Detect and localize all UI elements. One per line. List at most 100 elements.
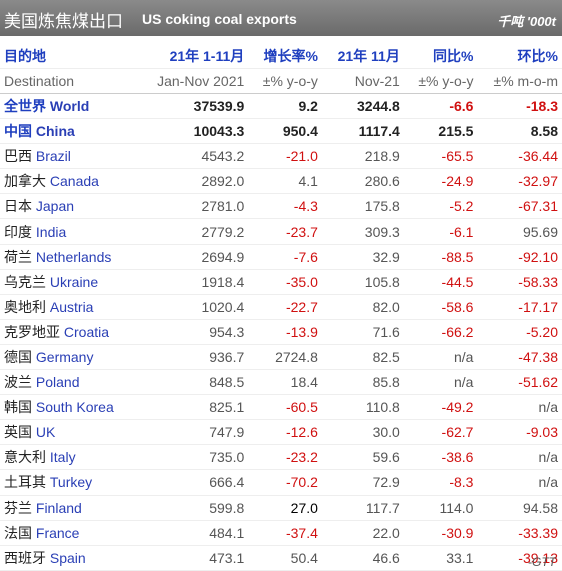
cell: -9.03 xyxy=(477,419,562,446)
cell: 2892.0 xyxy=(137,168,249,195)
column-subheader: ±% y-o-y xyxy=(403,68,478,94)
cell: -13.9 xyxy=(248,319,322,345)
cell: 50.4 xyxy=(248,545,322,571)
cell: 72.9 xyxy=(321,469,404,496)
destination-cn: 芬兰 xyxy=(4,499,32,516)
cell: 280.6 xyxy=(321,168,404,195)
cell: n/a xyxy=(403,369,478,396)
column-header: 环比% xyxy=(477,44,562,69)
cell: 105.8 xyxy=(321,269,404,295)
cell: 175.8 xyxy=(321,193,404,220)
column-subheader: Nov-21 xyxy=(321,68,404,94)
subheader-row: Destination Jan-Nov 2021 ±% y-o-y Nov-21 ±% … xyxy=(0,68,562,94)
cell: -92.10 xyxy=(477,244,562,270)
destination-cn: 波兰 xyxy=(4,374,32,391)
data-row: 克罗地亚 Croatia 954.3 -13.9 71.6 -66.2 -5.20 xyxy=(0,319,562,345)
cell: -17.17 xyxy=(477,294,562,320)
destination-en: Croatia xyxy=(63,323,110,340)
cell: 218.9 xyxy=(321,143,404,170)
cell: 30.0 xyxy=(321,419,404,446)
data-row: 波兰 Poland 848.5 18.4 85.8 n/a -51.62 xyxy=(0,369,562,396)
cell: 59.6 xyxy=(321,444,404,471)
destination-cn: 中国 xyxy=(4,123,32,140)
cell: 3244.8 xyxy=(321,93,404,120)
cell: 666.4 xyxy=(137,469,249,496)
column-header: 21年 11月 xyxy=(321,44,404,69)
cell: -30.9 xyxy=(403,520,478,546)
column-subheader: ±% m-o-m xyxy=(477,68,562,94)
data-row: 巴西 Brazil 4543.2 -21.0 218.9 -65.5 -36.44 xyxy=(0,143,562,170)
destination: 日本 Japan xyxy=(0,193,138,220)
cell: -88.5 xyxy=(403,244,478,270)
cell: -18.3 xyxy=(477,93,562,120)
cell: 825.1 xyxy=(137,394,249,421)
destination-en: Finland xyxy=(35,499,82,516)
title-cn: 美国炼焦煤出口 xyxy=(4,12,123,32)
cell: -23.2 xyxy=(248,444,322,471)
destination: 韩国 South Korea xyxy=(0,394,138,421)
destination: 芬兰 Finland xyxy=(0,495,138,521)
destination-cn: 加拿大 xyxy=(4,173,46,190)
cell: 10043.3 xyxy=(137,118,249,145)
column-header: 目的地 xyxy=(0,44,138,69)
cell: -65.5 xyxy=(403,143,478,170)
destination: 西班牙 Spain xyxy=(0,545,138,571)
cell: 747.9 xyxy=(137,419,249,446)
cell: n/a xyxy=(403,344,478,371)
cell: -70.2 xyxy=(248,469,322,496)
cell: 1020.4 xyxy=(137,294,249,320)
cell: 954.3 xyxy=(137,319,249,345)
cell: 18.4 xyxy=(248,369,322,396)
cell: -58.6 xyxy=(403,294,478,320)
destination: 克罗地亚 Croatia xyxy=(0,319,138,345)
destination-cn: 乌克兰 xyxy=(4,273,46,290)
destination-en: Canada xyxy=(49,173,99,190)
destination-en: Italy xyxy=(49,449,76,466)
cell: 27.0 xyxy=(248,495,322,521)
cell: 1918.4 xyxy=(137,269,249,295)
destination-en: South Korea xyxy=(35,399,114,416)
destination-cn: 韩国 xyxy=(4,399,32,416)
data-row: 荷兰 Netherlands 2694.9 -7.6 32.9 -88.5 -92.10 xyxy=(0,244,562,270)
cell: 309.3 xyxy=(321,218,404,245)
destination: 德国 Germany xyxy=(0,344,138,371)
destination: 土耳其 Turkey xyxy=(0,469,138,496)
cell: 114.0 xyxy=(403,495,478,521)
cell: -12.6 xyxy=(248,419,322,446)
destination-en: China xyxy=(35,123,75,140)
cell: 2779.2 xyxy=(137,218,249,245)
destination-en: Netherlands xyxy=(35,248,112,265)
cell: 95.69 xyxy=(477,218,562,245)
cell: -24.9 xyxy=(403,168,478,195)
cell: -44.5 xyxy=(403,269,478,295)
destination-en: Germany xyxy=(35,348,94,365)
cell: -39.13 xyxy=(477,545,562,571)
cell: 2781.0 xyxy=(137,193,249,220)
cell: 950.4 xyxy=(248,118,322,145)
data-row: 乌克兰 Ukraine 1918.4 -35.0 105.8 -44.5 -58.33 xyxy=(0,269,562,295)
table: 目的地 21年 1-11月 增长率% 21年 11月 同比% 环比% Destination… xyxy=(0,44,562,571)
cell: -21.0 xyxy=(248,143,322,170)
cell: -5.2 xyxy=(403,193,478,220)
column-subheader: Jan-Nov 2021 xyxy=(137,68,249,94)
destination-cn: 法国 xyxy=(4,524,32,541)
cell: 484.1 xyxy=(137,520,249,546)
data-row: 德国 Germany 936.7 2724.8 82.5 n/a -47.38 xyxy=(0,344,562,371)
destination: 印度 India xyxy=(0,218,138,245)
destination-en: UK xyxy=(35,424,56,441)
column-header: 同比% xyxy=(403,44,478,69)
destination-cn: 奥地利 xyxy=(4,298,46,315)
column-subheader: ±% y-o-y xyxy=(248,68,322,94)
column-subheader: Destination xyxy=(0,68,138,94)
destination-en: India xyxy=(35,223,67,240)
destination-en: Japan xyxy=(35,198,75,215)
cell: -22.7 xyxy=(248,294,322,320)
cell: -60.5 xyxy=(248,394,322,421)
cell: 1117.4 xyxy=(321,118,404,145)
data-row: 加拿大 Canada 2892.0 4.1 280.6 -24.9 -32.97 xyxy=(0,168,562,195)
cell: 473.1 xyxy=(137,545,249,571)
cell: -6.1 xyxy=(403,218,478,245)
destination-en: Brazil xyxy=(35,148,71,165)
cell: 215.5 xyxy=(403,118,478,145)
destination: 乌克兰 Ukraine xyxy=(0,269,138,295)
